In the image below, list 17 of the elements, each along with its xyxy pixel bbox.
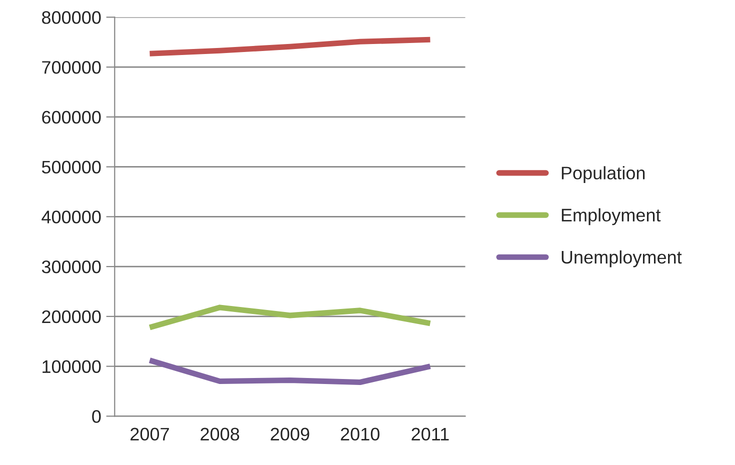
y-tick-label: 100000 xyxy=(42,360,101,374)
y-tick-label: 300000 xyxy=(42,260,101,274)
y-tick-label: 400000 xyxy=(42,210,101,224)
legend-label: Unemployment xyxy=(562,250,682,268)
legend-label: Population xyxy=(562,166,645,183)
x-tick-label: 2007 xyxy=(130,428,169,441)
y-tick-label: 800000 xyxy=(42,11,101,24)
y-tick-label: 200000 xyxy=(42,310,101,324)
x-tick-label: 2008 xyxy=(200,428,240,441)
x-tick-label: 2009 xyxy=(270,428,310,441)
y-tick-label: 500000 xyxy=(42,160,101,174)
x-tick-label: 2010 xyxy=(340,428,380,441)
legend-label: Employment xyxy=(562,208,661,226)
y-tick-label: 0 xyxy=(92,410,101,423)
y-tick-label: 700000 xyxy=(42,61,101,74)
x-tick-label: 2011 xyxy=(412,428,449,441)
y-tick-label: 600000 xyxy=(42,110,101,124)
